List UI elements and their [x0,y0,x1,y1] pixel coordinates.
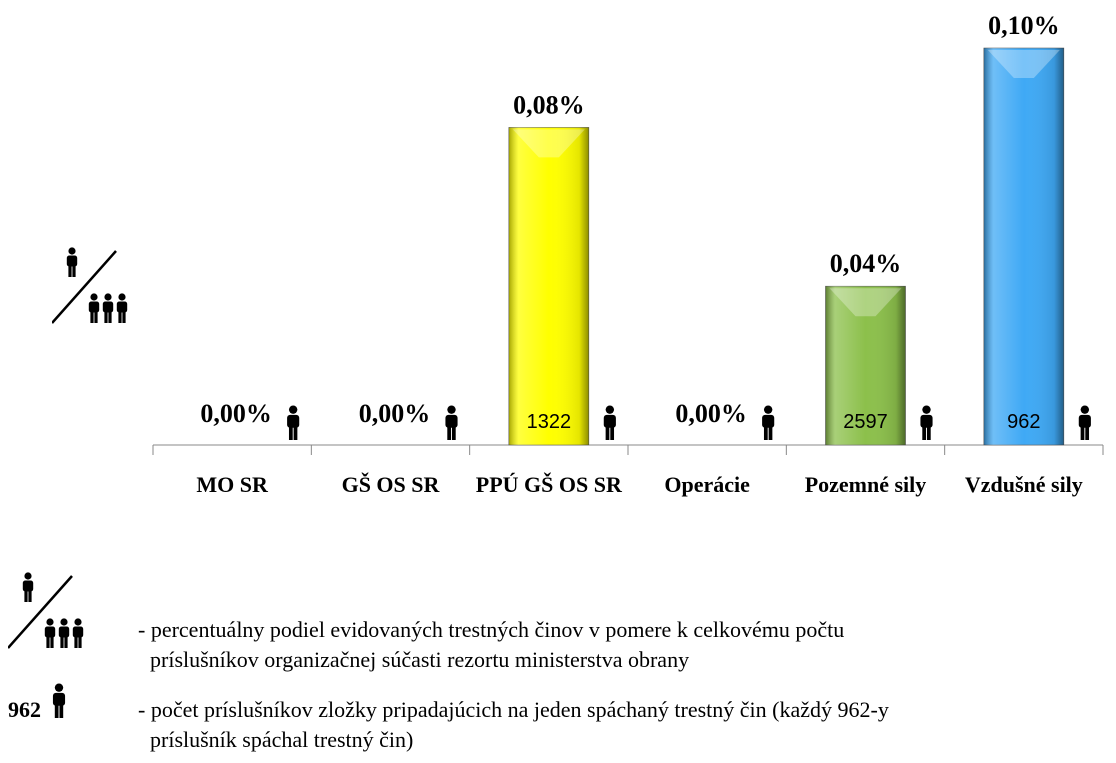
bar-shade [825,286,906,445]
value-label: 0,00% [200,399,272,428]
members-label: 2597 [843,411,888,433]
category-line: Operácie [664,472,750,497]
legend-icon-ratio [8,572,83,648]
bar-bevel [829,288,902,317]
bar-shade [983,48,1064,445]
value-label: 0,08% [513,90,585,119]
value-label: 0,04% [830,249,902,278]
person-icon [920,405,933,440]
axis-icon [52,247,127,323]
category-line: Pozemné sily [805,472,927,497]
person-icon [1078,405,1091,440]
person-icon [762,405,775,440]
x-tick-label: MO SR [196,472,269,497]
value-label: 0,10% [988,11,1060,40]
category-line: Vzdušné sily [965,472,1083,497]
person-icon [445,405,458,440]
legend-icon-person [52,683,66,718]
bar-shade [508,127,589,446]
note-text: príslušník spáchal trestný čin) [150,727,413,752]
person-icon [287,405,300,440]
person-icon [603,405,616,440]
note-text: príslušníkov organizačnej súčasti rezort… [150,647,689,672]
note-text: - percentuálny podiel evidovaných trestn… [138,617,844,642]
category-line: PPÚ GŠ OS SR [476,472,623,497]
value-label: 0,00% [359,399,431,428]
category-line: GŠ OS SR [342,472,441,497]
note-example: 962 [8,697,41,722]
x-tick-label: Operácie [664,472,750,497]
x-tick-label: GŠ OS SR [342,472,441,497]
x-tick-label: PPÚ GŠ OS SR [476,472,623,497]
members-label: 1322 [527,411,572,433]
note-text: - počet príslušníkov zložky pripadajúcic… [138,697,889,722]
x-tick-label: Vzdušné sily [965,472,1083,497]
category-line: MO SR [196,472,269,497]
members-label: 962 [1007,411,1040,433]
bar-bevel [987,50,1060,78]
value-label: 0,00% [675,399,747,428]
x-tick-label: Pozemné sily [805,472,927,497]
bar-bevel [512,129,585,158]
